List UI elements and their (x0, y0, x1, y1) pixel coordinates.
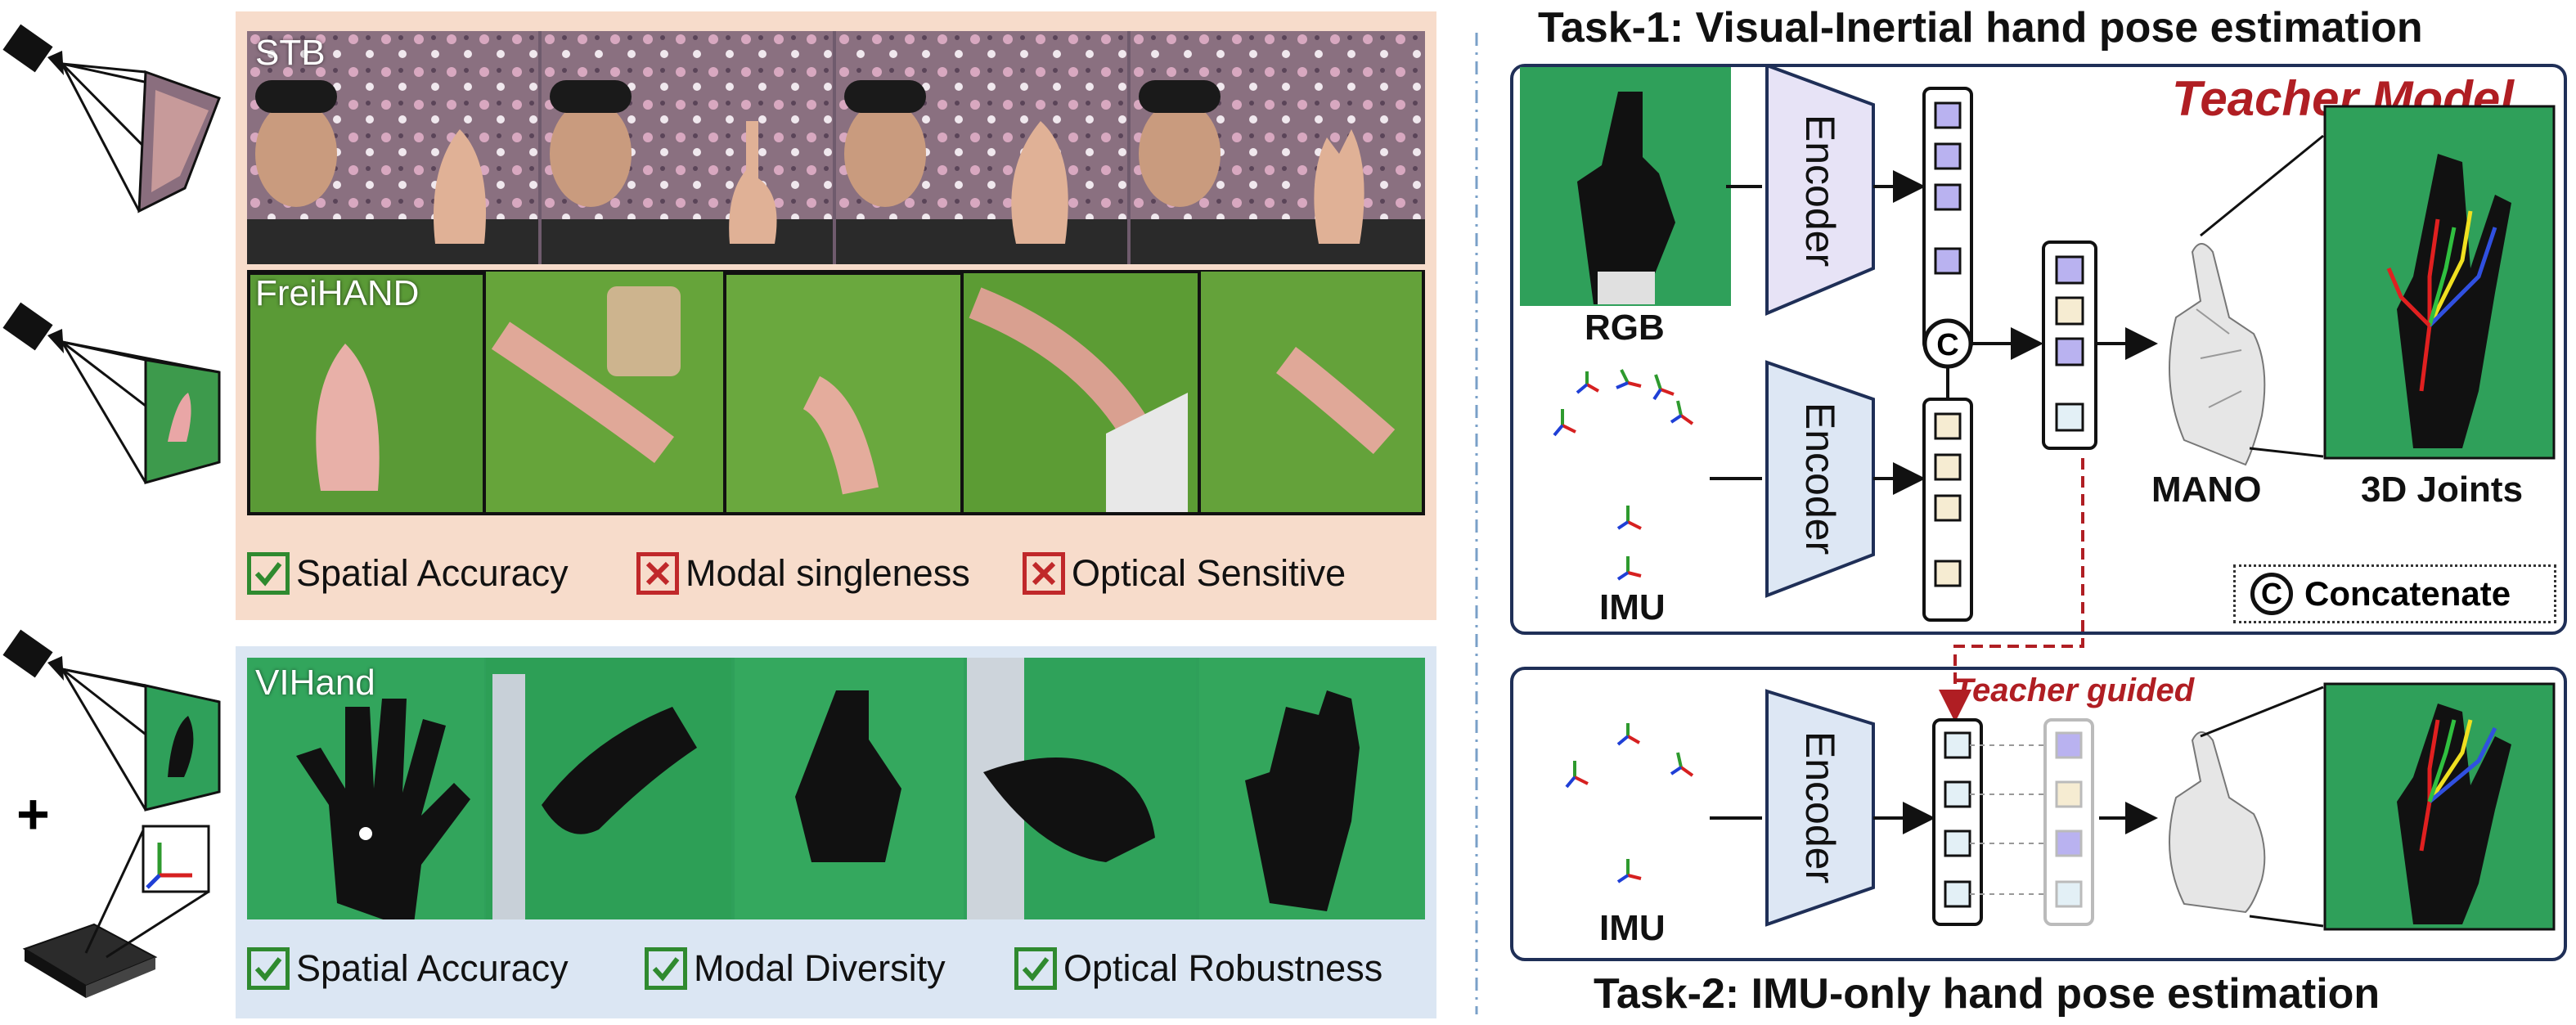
freihand-label: FreiHAND (255, 273, 420, 313)
imu-encoder-block: Encoder (1765, 360, 1875, 598)
tag-text: Optical Sensitive (1072, 552, 1346, 594)
freihand-image-strip (247, 270, 1425, 515)
stb-label: STB (255, 33, 326, 73)
stb-frames (247, 31, 1425, 264)
section-divider (1475, 33, 1478, 1014)
stb-image-strip (247, 31, 1425, 264)
teacher-guided-label: Teacher guided (1953, 672, 2195, 708)
tag-text: Modal Diversity (694, 947, 946, 989)
imu-label-task2: IMU (1599, 908, 1666, 948)
mano-hand-mesh (2169, 243, 2266, 466)
task1-pipeline: Encoder Encoder C (1710, 64, 2556, 622)
vihand-tag-1: Spatial Accuracy (247, 947, 569, 990)
camera-icon-vihand (2, 629, 221, 811)
tag-text: Modal singleness (686, 552, 970, 594)
encoder-label: Encoder (1797, 731, 1843, 883)
mano-label: MANO (2151, 470, 2262, 510)
stb-tag-2: Modal singleness (636, 552, 970, 595)
joints-3d-image (2323, 105, 2556, 460)
check-icon (247, 947, 290, 990)
student-feature-column (1932, 718, 1983, 926)
camera-icon-freihand (2, 302, 221, 484)
camera-icon-stb (2, 24, 221, 214)
freihand-frames (250, 272, 1422, 512)
check-icon (1014, 947, 1057, 990)
imu-axes-cluster-task2 (1565, 723, 1694, 883)
rgb-encoder-block: Encoder (1765, 64, 1875, 317)
joints-3d-label: 3D Joints (2361, 470, 2524, 510)
joints-3d-image-task2 (2323, 682, 2556, 931)
check-icon (645, 947, 687, 990)
tag-text: Optical Robustness (1063, 947, 1383, 989)
concat-symbol: C (1936, 328, 1958, 362)
vihand-frames (247, 658, 1425, 919)
vihand-tag-2: Modal Diversity (645, 947, 946, 990)
teacher-model-box (1510, 64, 2567, 635)
fused-feature-column (2042, 241, 2097, 450)
teacher-guidance-arrow (1939, 458, 2084, 722)
imu-axes-cluster (1553, 369, 1694, 581)
callout-line (2200, 134, 2324, 237)
imu-chip-icon (22, 825, 210, 998)
cross-icon (636, 552, 679, 595)
cross-icon (1023, 552, 1065, 595)
check-icon (247, 552, 290, 595)
concat-legend-icon: C (2250, 573, 2293, 615)
vihand-tag-3: Optical Robustness (1014, 947, 1382, 990)
rgb-feature-column (1922, 87, 1973, 352)
student-model-box (1510, 667, 2567, 961)
callout-line (2200, 686, 2324, 738)
mano-hand-mesh-task2 (2169, 731, 2266, 914)
vihand-image-strip (247, 658, 1425, 919)
callout-line (2249, 447, 2324, 458)
tag-text: Spatial Accuracy (296, 947, 569, 989)
stb-tag-1: Spatial Accuracy (247, 552, 569, 595)
imu-label-task1: IMU (1599, 587, 1666, 627)
concatenate-legend: C Concatenate (2233, 564, 2556, 623)
concat-legend-text: Concatenate (2304, 574, 2511, 613)
feature-alignment-links (1970, 744, 2057, 895)
teacher-feature-column-ghost (2043, 718, 2094, 926)
imu-encoder-block-task2: Encoder (1765, 689, 1875, 927)
tag-text: Spatial Accuracy (296, 552, 569, 594)
rgb-label: RGB (1585, 308, 1665, 348)
task2-pipeline: Encoder (1710, 458, 2556, 931)
vihand-label: VIHand (255, 663, 375, 703)
rgb-input-image (1520, 67, 1731, 306)
concat-node (1922, 318, 1973, 369)
encoder-label: Encoder (1797, 402, 1843, 555)
encoder-label: Encoder (1797, 115, 1843, 267)
capture-setups (2, 24, 221, 998)
task2-title: Task-2: IMU-only hand pose estimation (1594, 970, 2380, 1018)
stb-tag-3: Optical Sensitive (1023, 552, 1346, 595)
plus-sign: + (16, 782, 50, 846)
task1-title: Task-1: Visual-Inertial hand pose estima… (1538, 4, 2423, 52)
callout-line (2249, 915, 2324, 928)
